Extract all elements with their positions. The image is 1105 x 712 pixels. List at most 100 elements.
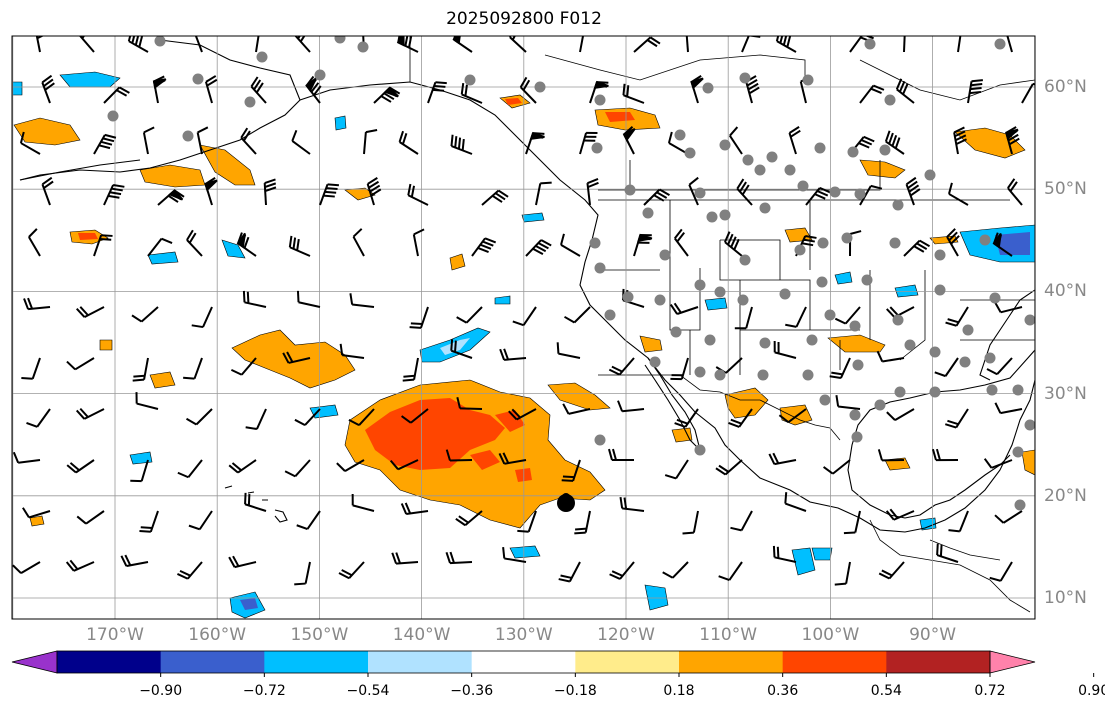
- wind-barb: [139, 510, 159, 533]
- wind-barb: [93, 133, 117, 155]
- wind-barb: [244, 492, 267, 512]
- wind-barb: [633, 233, 653, 257]
- wind-barb: [718, 561, 743, 581]
- wind-barb: [775, 36, 797, 53]
- colorbar-segment: [368, 651, 473, 673]
- longitude-label: 110°W: [699, 625, 758, 645]
- colorbar-tick-label: 0.90: [1078, 683, 1105, 699]
- wind-barb: [498, 452, 527, 465]
- wind-barb: [186, 229, 203, 257]
- wind-barb: [617, 400, 645, 413]
- wind-barb: [903, 239, 931, 257]
- wind-barb: [1006, 36, 1013, 53]
- wind-barb: [736, 178, 753, 206]
- wind-barb: [450, 134, 473, 155]
- wind-barb: [517, 510, 537, 533]
- wind-barb: [859, 184, 883, 206]
- wind-barb: [525, 239, 552, 257]
- hawaii-islands: [224, 485, 288, 523]
- wind-barb: [768, 452, 797, 466]
- wind-barb: [609, 561, 635, 580]
- wind-barb: [228, 555, 257, 569]
- wind-barb: [944, 408, 969, 429]
- wind-barb: [142, 126, 155, 155]
- wind-barb: [728, 408, 753, 428]
- wind-barb: [452, 36, 473, 53]
- wind-barb: [78, 36, 95, 53]
- station-dot: [759, 337, 771, 349]
- colorbar-tick-label: −0.90: [139, 683, 183, 699]
- wind-barb: [669, 302, 699, 315]
- wind-barb: [445, 449, 473, 462]
- station-dot: [979, 234, 991, 246]
- station-dot: [854, 188, 866, 200]
- wind-barb: [103, 183, 125, 206]
- station-dot: [934, 284, 946, 296]
- station-dot: [719, 209, 731, 221]
- wind-barb: [579, 131, 598, 155]
- station-dot: [314, 69, 326, 81]
- wind-barb: [931, 448, 959, 462]
- wind-barb: [784, 492, 807, 512]
- wind-barb: [135, 392, 159, 410]
- wind-barb: [127, 36, 149, 53]
- longitude-label: 170°W: [86, 625, 144, 645]
- wind-barb: [66, 459, 95, 474]
- station-dot: [154, 36, 166, 47]
- wind-barb: [196, 126, 209, 155]
- wind-barb: [455, 510, 483, 527]
- wind-barb: [690, 75, 704, 104]
- wind-barb: [934, 357, 959, 378]
- wind-barb: [682, 510, 699, 535]
- station-dot: [779, 288, 791, 300]
- wind-barb: [427, 81, 447, 104]
- wind-barb: [263, 178, 277, 206]
- longitude-label: 160°W: [188, 625, 247, 645]
- colorbar-segment: [57, 651, 162, 673]
- wind-barb: [936, 543, 959, 563]
- wind-barb: [400, 502, 429, 515]
- wind-barb: [564, 306, 591, 324]
- wind-barb: [895, 78, 915, 104]
- wind-barb: [398, 130, 419, 155]
- station-dot: [864, 38, 876, 50]
- wind-barb: [664, 459, 689, 480]
- wind-barb: [183, 357, 203, 380]
- station-dot: [962, 324, 974, 336]
- wind-barb: [502, 546, 527, 563]
- station-dot: [829, 186, 841, 198]
- station-dot: [642, 207, 654, 219]
- wind-barb: [147, 237, 173, 257]
- station-dot: [534, 81, 546, 93]
- wind-barb: [729, 126, 743, 155]
- wind-barb: [255, 36, 260, 53]
- wind-barb: [519, 76, 537, 104]
- station-dot: [849, 320, 861, 332]
- station-dot: [861, 274, 873, 286]
- station-dot: [806, 334, 818, 346]
- station-dot: [816, 276, 828, 288]
- station-dot: [1014, 499, 1026, 511]
- station-dot: [357, 41, 369, 53]
- station-dot: [841, 232, 853, 244]
- wind-barb: [188, 510, 213, 531]
- colorbar-tick-label: −0.72: [242, 683, 286, 699]
- station-dot: [989, 292, 1001, 304]
- map-frame: [11, 35, 1036, 620]
- wind-barb: [288, 235, 311, 257]
- wind-barb: [989, 561, 1013, 582]
- baja-california: [644, 357, 702, 452]
- wind-barb: [608, 448, 635, 462]
- latitude-label: 10°N: [1044, 588, 1087, 608]
- station-dot: [984, 352, 996, 364]
- wind-barb: [948, 182, 969, 206]
- station-dot: [794, 244, 806, 256]
- station-dot: [702, 82, 714, 94]
- wind-barb: [741, 36, 761, 53]
- wind-barb: [305, 75, 322, 104]
- alaska-coastline: [19, 39, 301, 181]
- station-dot: [649, 356, 661, 368]
- colorbar-segment: [886, 651, 991, 673]
- wind-barb: [905, 176, 921, 206]
